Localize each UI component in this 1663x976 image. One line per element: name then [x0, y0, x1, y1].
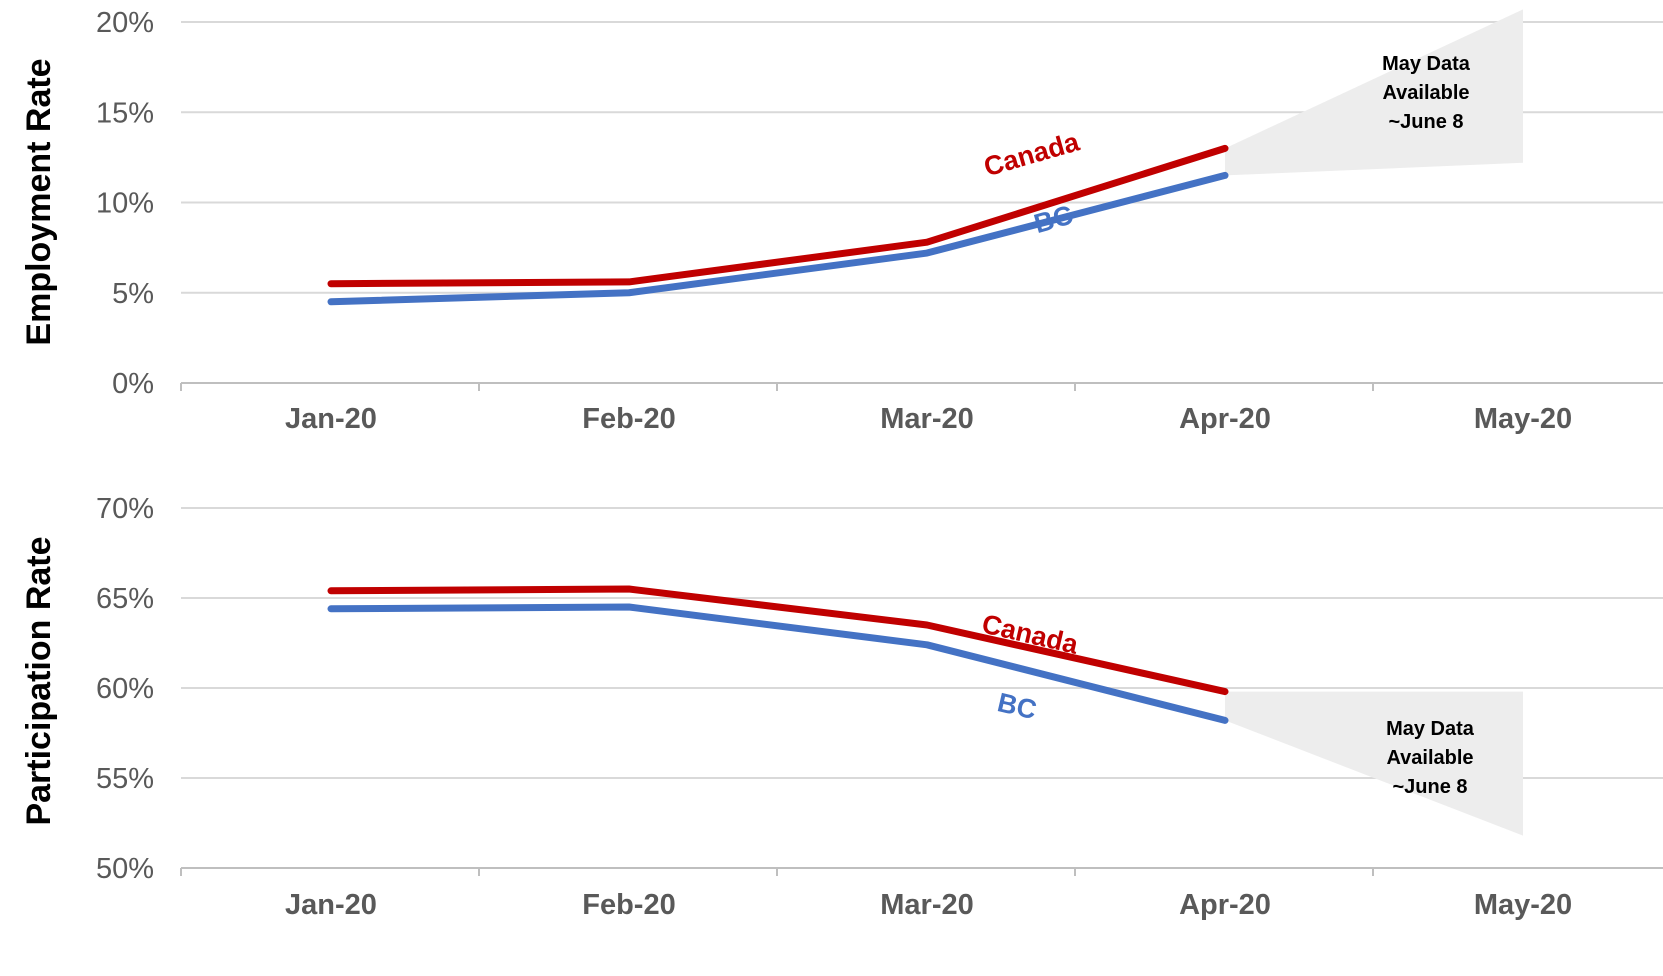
forecast-region [1225, 691, 1523, 836]
y-tick-label: 60% [96, 673, 154, 705]
annotation-line: Available [1382, 82, 1469, 104]
y-axis-label: Participation Rate [20, 536, 58, 825]
x-tick-label: Feb-20 [582, 403, 675, 435]
chart-panel-1: 0% 5% 10% 15% 20% Jan-20 Feb-20 Mar-20 Apr-20 May… [20, 7, 1663, 435]
y-tick-label: 70% [96, 493, 154, 525]
x-tick-label: Apr-20 [1179, 403, 1271, 435]
x-tick-label: Mar-20 [880, 889, 974, 921]
x-tick-label: Mar-20 [880, 403, 974, 435]
series-line-bc [327, 171, 1229, 306]
x-tick-label: May-20 [1474, 403, 1572, 435]
y-tick-label: 65% [96, 583, 154, 615]
y-tick-label: 50% [96, 853, 154, 885]
y-tick-label: 20% [96, 7, 154, 39]
annotation-line: ~June 8 [1392, 776, 1467, 798]
y-tick-label: 0% [112, 368, 154, 400]
y-tick-label: 10% [96, 188, 154, 220]
forecast-region [1225, 9, 1523, 176]
x-tick-label: Jan-20 [285, 889, 377, 921]
x-tick-label: Jan-20 [285, 403, 377, 435]
series-line-bc [327, 603, 1229, 724]
annotation-line: ~June 8 [1388, 111, 1463, 133]
series-label-canada: Canada [979, 609, 1082, 660]
series-line-canada [327, 144, 1229, 288]
series-line-canada [327, 585, 1229, 696]
y-axis-label: Employment Rate [20, 58, 58, 345]
y-tick-label: 5% [112, 278, 154, 310]
annotation-line: May Data [1386, 718, 1475, 740]
series-label-bc: BC [995, 687, 1040, 725]
y-tick-label: 15% [96, 97, 154, 129]
y-tick-label: 55% [96, 763, 154, 795]
annotation-line: Available [1386, 747, 1473, 769]
x-tick-label: May-20 [1474, 889, 1572, 921]
x-tick-label: Apr-20 [1179, 889, 1271, 921]
series-label-canada: Canada [981, 126, 1084, 182]
chart-panel-2: 50% 55% 60% 65% 70% Jan-20 Feb-20 Mar-20 Apr-20 M… [20, 493, 1663, 921]
annotation-line: May Data [1382, 53, 1471, 75]
x-tick-label: Feb-20 [582, 889, 675, 921]
